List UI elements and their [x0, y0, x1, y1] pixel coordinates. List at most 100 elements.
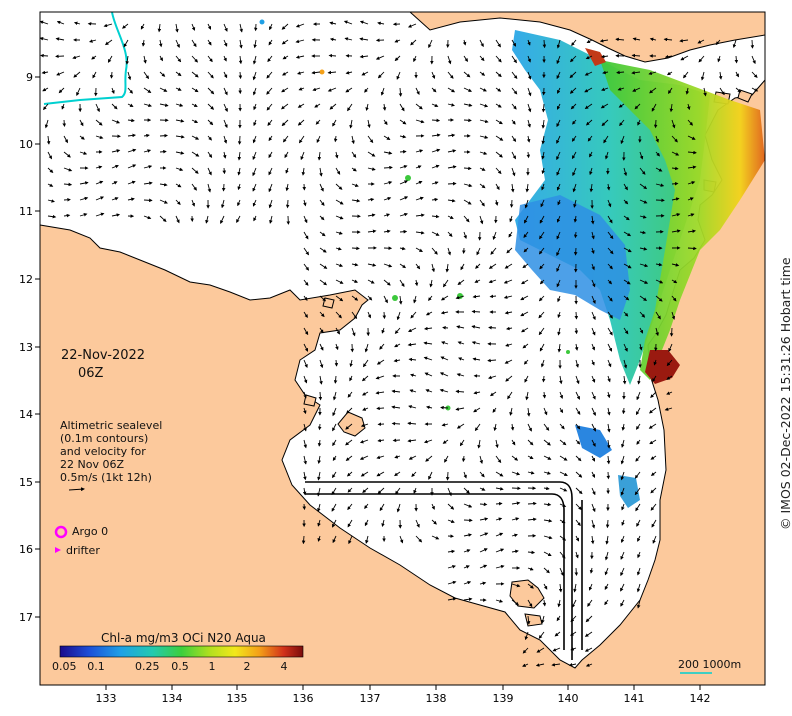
velocity-arrow — [399, 119, 407, 125]
velocity-arrow — [479, 183, 486, 189]
velocity-arrow — [520, 295, 529, 301]
velocity-arrow — [495, 103, 502, 108]
velocity-arrow — [543, 455, 552, 460]
velocity-arrow — [282, 135, 289, 143]
velocity-arrow — [575, 471, 583, 478]
velocity-arrow — [111, 213, 121, 217]
velocity-arrow — [191, 135, 200, 140]
velocity-arrow — [591, 231, 595, 240]
velocity-arrow — [463, 215, 470, 223]
velocity-arrow — [494, 199, 499, 206]
velocity-arrow — [303, 327, 309, 336]
velocity-arrow — [503, 295, 513, 299]
velocity-arrow — [377, 438, 385, 443]
velocity-arrow — [584, 103, 593, 110]
velocity-arrow — [620, 135, 625, 145]
velocity-arrow — [207, 135, 212, 141]
velocity-arrow — [575, 551, 579, 559]
velocity-arrow — [637, 119, 641, 126]
velocity-arrow — [399, 103, 405, 112]
velocity-arrow — [655, 262, 663, 267]
velocity-arrow — [383, 165, 393, 170]
velocity-arrow — [191, 199, 195, 207]
velocity-arrow — [524, 199, 529, 209]
velocity-arrow — [319, 263, 328, 269]
velocity-arrow — [526, 407, 531, 417]
velocity-arrow — [281, 87, 289, 93]
velocity-arrow — [687, 229, 696, 234]
velocity-arrow — [479, 199, 485, 207]
velocity-arrow — [319, 231, 326, 237]
velocity-arrow — [399, 535, 404, 544]
velocity-arrow — [750, 39, 755, 49]
velocity-arrow — [207, 87, 215, 95]
velocity-arrow — [95, 165, 103, 170]
velocity-arrow — [543, 583, 548, 590]
velocity-arrow — [159, 199, 168, 204]
velocity-arrow — [569, 55, 577, 63]
velocity-arrow — [282, 71, 289, 76]
velocity-arrow — [335, 263, 344, 267]
velocity-arrow — [159, 71, 166, 77]
velocity-arrow — [441, 341, 449, 345]
velocity-arrow — [303, 215, 308, 224]
velocity-arrow — [425, 389, 433, 393]
velocity-arrow — [303, 455, 307, 465]
velocity-arrow — [317, 503, 321, 512]
velocity-arrow — [574, 567, 579, 576]
velocity-arrow — [636, 567, 641, 576]
velocity-arrow — [409, 389, 417, 393]
velocity-arrow — [559, 391, 564, 399]
velocity-arrow — [620, 455, 625, 465]
velocity-arrow — [527, 471, 535, 475]
velocity-arrow — [367, 135, 374, 144]
velocity-arrow — [175, 103, 184, 107]
velocity-arrow — [332, 535, 337, 544]
velocity-arrow — [589, 167, 593, 176]
velocity-arrow — [575, 391, 580, 400]
velocity-arrow — [431, 263, 435, 273]
velocity-arrow — [303, 375, 308, 384]
velocity-arrow — [280, 103, 289, 110]
velocity-arrow — [623, 199, 629, 205]
velocity-arrow — [572, 167, 577, 177]
velocity-arrow — [266, 87, 273, 95]
velocity-arrow — [458, 357, 465, 361]
velocity-arrow — [351, 246, 360, 251]
velocity-arrow — [46, 135, 51, 145]
velocity-arrow — [303, 343, 309, 352]
velocity-arrow — [319, 295, 327, 302]
velocity-arrow — [510, 423, 515, 431]
velocity-arrow — [376, 359, 385, 365]
velocity-arrow — [431, 181, 439, 185]
velocity-arrow — [569, 71, 577, 79]
sealevel-contour — [43, 11, 128, 105]
velocity-arrow — [317, 471, 321, 481]
velocity-arrow — [573, 583, 577, 593]
velocity-arrow — [732, 39, 737, 49]
velocity-arrow — [109, 71, 114, 79]
velocity-arrow — [473, 390, 481, 395]
velocity-arrow — [332, 407, 337, 417]
velocity-arrow — [431, 247, 438, 255]
velocity-arrow — [351, 327, 356, 337]
velocity-arrow — [207, 119, 214, 126]
velocity-arrow — [511, 455, 519, 461]
velocity-arrow — [447, 215, 454, 219]
velocity-arrow — [687, 246, 697, 251]
velocity-arrow — [399, 212, 408, 217]
velocity-arrow — [543, 551, 552, 557]
velocity-arrow — [671, 311, 676, 320]
velocity-arrow — [669, 103, 674, 113]
velocity-arrow — [175, 55, 182, 63]
velocity-arrow — [191, 71, 199, 78]
velocity-arrow — [123, 39, 129, 48]
velocity-arrow — [543, 471, 551, 475]
velocity-arrow — [447, 181, 457, 186]
velocity-arrow — [683, 71, 689, 79]
velocity-arrow — [175, 71, 182, 77]
velocity-arrow — [426, 405, 433, 410]
velocity-arrow — [649, 87, 657, 94]
velocity-arrow — [479, 87, 487, 92]
velocity-arrow — [511, 583, 521, 588]
